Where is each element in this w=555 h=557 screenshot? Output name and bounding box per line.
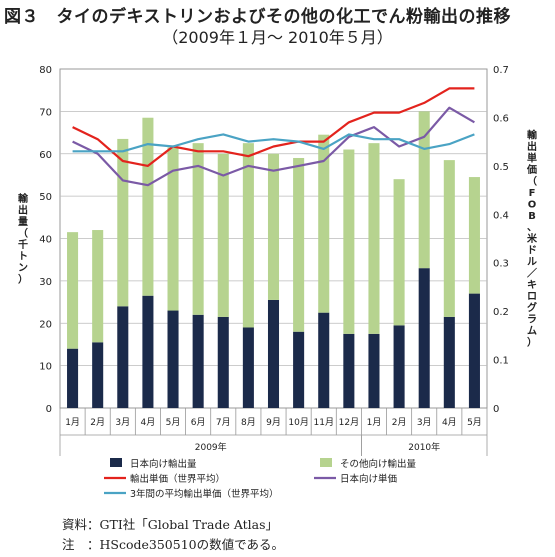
bar-other-export bbox=[217, 153, 229, 317]
x-tick-label: 11月 bbox=[314, 417, 334, 428]
year-label: 2009年 bbox=[195, 441, 227, 453]
line-world-unit-price bbox=[72, 87, 475, 167]
bar-japan-export bbox=[217, 316, 229, 408]
year-label: 2010年 bbox=[408, 441, 440, 453]
y-tick-label: 20 bbox=[39, 319, 52, 330]
x-tick-label: 1月 bbox=[367, 417, 382, 428]
x-tick-label: 5月 bbox=[467, 417, 482, 428]
footnote: 注 ：HScode350510の数値である。 bbox=[62, 537, 284, 552]
bar-other-export bbox=[167, 147, 179, 311]
x-tick-label: 3月 bbox=[417, 417, 432, 428]
legend-japan-export-label: 日本向け輸出量 bbox=[130, 458, 197, 470]
bar-japan-export bbox=[67, 348, 79, 408]
bar-japan-export bbox=[318, 312, 330, 408]
bar-japan-export bbox=[267, 299, 280, 408]
bar-japan-export bbox=[368, 333, 380, 408]
legend-other-export-swatch bbox=[320, 458, 332, 467]
bar-other-export bbox=[443, 160, 455, 317]
bar-japan-export bbox=[443, 316, 455, 408]
bar-other-export bbox=[343, 149, 355, 334]
bar-japan-export bbox=[142, 295, 154, 408]
y-tick-label: 0 bbox=[46, 404, 52, 415]
bar-other-export bbox=[468, 177, 480, 294]
y2-axis-title: 輸出単価（ F O B 、米ドル／キログラム） bbox=[526, 129, 538, 349]
bar-other-export bbox=[117, 138, 129, 307]
x-tick-label: 3月 bbox=[115, 417, 130, 428]
figure-title: 図３ タイのデキストリンおよびその他の化工でん粉輸出の推移 bbox=[4, 7, 511, 27]
bar-japan-export bbox=[167, 310, 179, 408]
legend-japan-export-swatch bbox=[110, 458, 122, 467]
x-tick-label: 9月 bbox=[266, 417, 281, 428]
x-tick-label: 8月 bbox=[241, 417, 256, 428]
legend-world-unit-price-label: 輸出単価（世界平均） bbox=[130, 473, 225, 485]
legend-other-export-label: その他向け輸出量 bbox=[340, 458, 417, 470]
bar-other-export bbox=[267, 153, 280, 300]
y2-tick-label: 0.3 bbox=[493, 259, 509, 270]
x-tick-label: 6月 bbox=[191, 417, 206, 428]
bar-other-export bbox=[393, 179, 405, 326]
x-tick-label: 4月 bbox=[442, 417, 457, 428]
x-tick-label: 10月 bbox=[288, 417, 308, 428]
bar-other-export bbox=[418, 111, 430, 269]
bar-other-export bbox=[67, 232, 79, 349]
y2-tick-label: 0 bbox=[493, 404, 499, 415]
bar-japan-export bbox=[92, 342, 104, 408]
x-tick-label: 4月 bbox=[141, 417, 156, 428]
bar-japan-export bbox=[242, 327, 254, 408]
figure-subtitle: （2009年１月～ 2010年５月） bbox=[162, 28, 393, 47]
y-tick-label: 50 bbox=[39, 192, 52, 203]
y-tick-label: 40 bbox=[39, 235, 52, 246]
bar-japan-export bbox=[418, 268, 430, 408]
bar-other-export bbox=[92, 230, 104, 343]
y-tick-label: 80 bbox=[39, 65, 52, 76]
x-tick-label: 7月 bbox=[216, 417, 231, 428]
x-tick-label: 1月 bbox=[65, 417, 80, 428]
bar-other-export bbox=[142, 117, 154, 296]
y-tick-label: 70 bbox=[39, 107, 52, 118]
bar-japan-export bbox=[468, 293, 480, 408]
bar-other-export bbox=[242, 143, 254, 328]
y-tick-label: 30 bbox=[39, 277, 52, 288]
y-tick-label: 60 bbox=[39, 150, 52, 161]
x-tick-label: 2月 bbox=[90, 417, 105, 428]
bar-other-export bbox=[318, 134, 330, 313]
bar-japan-export bbox=[192, 314, 204, 408]
y-axis-title: 輸出量（千トン） bbox=[18, 192, 29, 286]
bar-other-export bbox=[368, 143, 380, 334]
line-3yr-avg-unit-price bbox=[72, 133, 475, 153]
y2-tick-label: 0.7 bbox=[493, 65, 509, 76]
y2-tick-label: 0.6 bbox=[493, 113, 509, 124]
legend-japan-unit-price-label: 日本向け単価 bbox=[340, 473, 398, 485]
y2-tick-label: 0.2 bbox=[493, 307, 509, 318]
y-tick-label: 10 bbox=[39, 362, 52, 373]
y2-tick-label: 0.1 bbox=[493, 356, 509, 367]
y2-tick-label: 0.4 bbox=[493, 210, 509, 221]
legend-3yr-avg-unit-price-label: 3年間の平均輸出単価（世界平均） bbox=[130, 488, 279, 500]
x-tick-label: 12月 bbox=[339, 417, 359, 428]
bar-other-export bbox=[293, 157, 305, 332]
y2-tick-label: 0.5 bbox=[493, 162, 509, 173]
bar-other-export bbox=[192, 143, 204, 315]
x-tick-label: 5月 bbox=[166, 417, 181, 428]
x-tick-label: 2月 bbox=[392, 417, 407, 428]
bar-japan-export bbox=[293, 331, 305, 408]
source-note: 資料：GTI社「Global Trade Atlas」 bbox=[62, 517, 279, 532]
bar-japan-export bbox=[117, 306, 129, 408]
bar-japan-export bbox=[343, 333, 355, 408]
bar-japan-export bbox=[393, 325, 405, 408]
